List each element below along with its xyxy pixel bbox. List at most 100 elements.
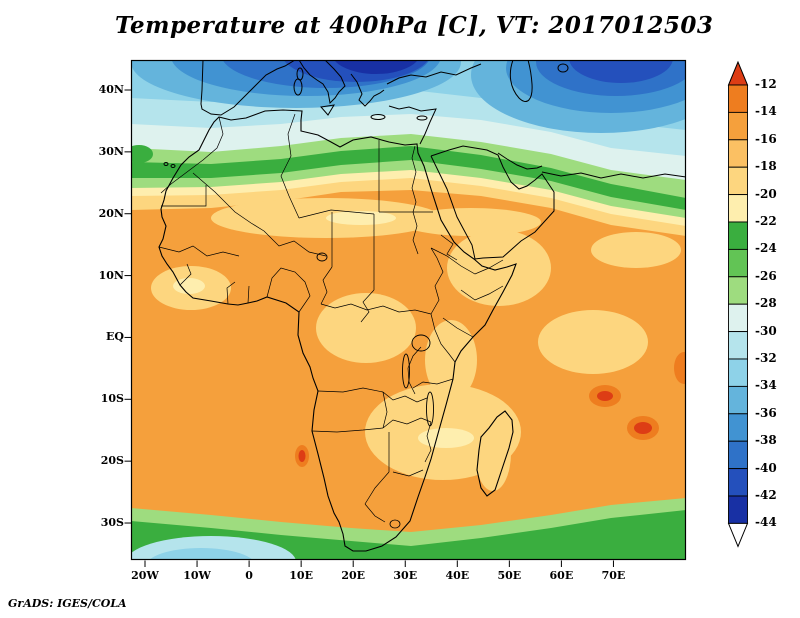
country-borders — [158, 113, 504, 523]
colorbar-tick-label: -34 — [755, 378, 777, 393]
colorbar-tick-label: -30 — [755, 323, 777, 338]
blacksea-coastline — [386, 63, 482, 85]
sicily-coastline — [320, 104, 335, 116]
colorbar-segment — [728, 468, 748, 497]
temperature-field — [131, 60, 686, 560]
colorbar-tick-label: -18 — [755, 159, 777, 174]
lon-tick-label: 20E — [341, 569, 366, 582]
madagascar-coastline — [476, 410, 514, 497]
credit-text: GrADS: IGES/COLA — [8, 597, 127, 610]
lake-tanganyika — [402, 353, 410, 389]
lat-tick-label: 30S — [100, 516, 124, 530]
lat-tick-label: EQ — [106, 330, 124, 344]
colorbar-segment — [728, 358, 748, 387]
iberia-coastline — [200, 60, 296, 116]
pale-spot-mozambique — [418, 428, 474, 448]
colorbar-tick-label: -12 — [755, 77, 777, 91]
cold-blob-europe-core — [334, 60, 418, 74]
warm-patch-horn — [447, 230, 551, 306]
colorbar-tick-label: -26 — [755, 268, 777, 283]
colorbar-top-arrow — [727, 60, 749, 86]
colorbar-bottom-arrow — [727, 522, 749, 548]
cyprus-coastline — [416, 115, 428, 121]
colorbar-tick-label: -14 — [755, 104, 777, 119]
cold-blob-europe-4 — [283, 60, 429, 82]
colorbar-segment — [728, 440, 748, 470]
warm-patch-madagascar — [475, 415, 511, 491]
colorbar-tick-label: -36 — [755, 405, 777, 420]
persian-gulf-coastline — [497, 152, 543, 170]
corsica-coastline — [296, 67, 304, 81]
warm-patch-indianocean — [538, 310, 648, 374]
crete-coastline — [370, 114, 386, 120]
colorbar-segment — [728, 303, 748, 333]
italy-coastline — [298, 60, 346, 105]
colorbar-segment — [728, 276, 748, 305]
plot-title: Temperature at 400hPa [C], VT: 201701250… — [115, 12, 714, 39]
pale-spot-guinea — [173, 278, 205, 294]
colorbar-segment — [728, 194, 748, 223]
lon-tick-label: 60E — [549, 569, 574, 582]
lon-tick-label: 40E — [445, 569, 470, 582]
lon-tick-label: 10W — [183, 569, 211, 582]
lon-tick-label: 20W — [131, 569, 159, 582]
lat-tick-label: 10S — [100, 392, 124, 406]
colorbar-tick-label: -38 — [755, 433, 777, 448]
lon-tick-label: 10E — [289, 569, 313, 582]
coastlines — [158, 60, 686, 552]
colorbar-segment — [728, 495, 748, 524]
map-frame — [130, 59, 687, 561]
colorbar-segment — [728, 331, 748, 360]
colorbar-segment — [728, 111, 748, 141]
axis-tick-marks — [124, 89, 614, 567]
lat-tick-label: 10N — [98, 268, 124, 282]
south-cold-patch-2 — [149, 548, 253, 560]
warm-patch-arabiansea — [591, 232, 681, 268]
lat-tick-label: 20N — [98, 206, 124, 220]
warm-patch-congo — [316, 293, 416, 363]
lon-tick-label: 70E — [601, 569, 626, 582]
hot-spot-ocean2-core — [634, 422, 652, 434]
caspian-coastline — [509, 60, 533, 102]
lesotho-border — [389, 519, 401, 529]
warm-patch-sudan — [401, 208, 541, 236]
colorbar-segment — [728, 413, 748, 442]
canary-islands-2 — [170, 164, 176, 168]
lon-tick-label: 0 — [245, 569, 253, 582]
colorbar-tick-label: -40 — [755, 460, 777, 475]
lake-victoria — [411, 334, 431, 352]
hot-spot-angola-core — [298, 450, 306, 462]
green-spot-west-edge — [131, 145, 153, 163]
iran-coastline — [541, 171, 686, 179]
canary-islands — [163, 162, 169, 166]
colorbar-tick-label: -22 — [755, 214, 777, 228]
greece-coastline — [350, 73, 385, 107]
lat-tick-label: 40N — [98, 83, 124, 96]
colorbar-segment — [728, 248, 748, 278]
lake-chad — [316, 252, 328, 262]
colorbar-segment — [728, 385, 748, 415]
colorbar-segment — [728, 166, 748, 196]
border-lines — [158, 113, 504, 523]
africa-coastline — [158, 109, 517, 552]
colorbar-tick-label: -32 — [755, 351, 777, 365]
lat-tick-label: 20S — [100, 454, 124, 468]
colorbar-segment — [728, 139, 748, 168]
hot-spot-right-edge — [674, 352, 686, 384]
cold-blob-caspian-core — [569, 60, 673, 83]
turkey-levant-coastline — [388, 105, 437, 145]
aral-coastline — [557, 63, 569, 73]
colorbar-segment — [728, 221, 748, 250]
colorbar-tick-label: -20 — [755, 186, 777, 201]
lat-tick-label: 30N — [98, 144, 124, 158]
colorbar-segment — [728, 84, 748, 113]
hot-spot-ocean1-core — [597, 391, 613, 401]
lon-tick-label: 50E — [497, 569, 522, 582]
colorbar — [727, 60, 749, 548]
colorbar-tick-label: -28 — [755, 296, 777, 311]
arabia-coastline — [430, 145, 555, 260]
colorbar-tick-label: -16 — [755, 131, 777, 146]
pale-spot-sahara — [326, 211, 396, 225]
